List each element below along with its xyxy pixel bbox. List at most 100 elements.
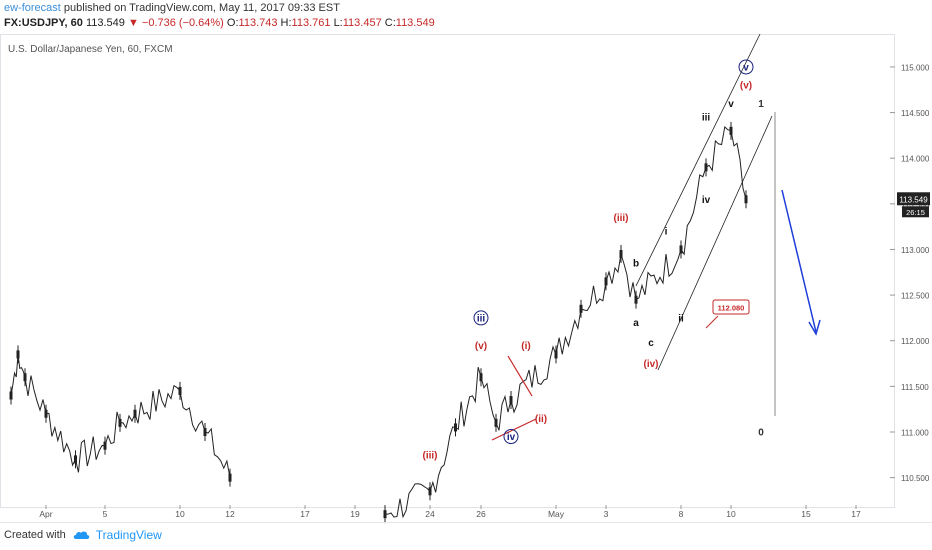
price-series-line xyxy=(384,126,747,519)
candle-body xyxy=(428,487,432,496)
footer: Created with TradingView xyxy=(4,528,162,542)
candle-body xyxy=(383,510,387,519)
change-value: ▼ −0.736 (−0.64%) xyxy=(127,17,224,29)
countdown-tag-label: 26:15 xyxy=(906,208,925,217)
ohlc-line: FX:USDJPY, 60 113.549 ▼ −0.736 (−0.64%) … xyxy=(4,17,435,29)
candle-body xyxy=(509,396,513,405)
price-box-label: 112.080 xyxy=(718,304,745,313)
wave-label: 1 xyxy=(758,99,764,110)
x-tick-label: 19 xyxy=(350,509,360,519)
price-box-pointer xyxy=(705,315,719,329)
tradingview-brand[interactable]: TradingView xyxy=(95,528,162,542)
published-text: published on TradingView.com, May 11, 20… xyxy=(63,2,340,14)
wave-label-circle xyxy=(473,310,489,326)
last-price: 113.549 xyxy=(85,17,125,29)
x-tick-label: 17 xyxy=(851,509,861,519)
triangle-lower-line xyxy=(491,418,537,441)
price-series-line xyxy=(10,354,231,478)
y-tick-label: 110.500 xyxy=(901,474,930,483)
wave-label: iii xyxy=(477,313,486,324)
channel-lower-line xyxy=(657,115,773,371)
wave-label: (iii) xyxy=(423,450,438,461)
x-tick-label: May xyxy=(548,509,565,519)
wave-label-circle xyxy=(503,429,519,445)
low-label: L: xyxy=(333,17,343,29)
y-tick-label: 113.000 xyxy=(901,246,930,255)
y-tick-label: 114.000 xyxy=(901,155,930,164)
y-tick-label: 112.500 xyxy=(901,292,930,301)
countdown-tag xyxy=(902,206,929,218)
wave-label: iii xyxy=(702,113,711,124)
open-label: O: xyxy=(226,17,239,29)
last-price-tag-label: 113.549 xyxy=(899,195,928,204)
high-label: H: xyxy=(280,17,292,29)
candle-body xyxy=(203,427,207,436)
chart-frame[interactable] xyxy=(0,34,895,508)
x-tick-label: 26 xyxy=(476,509,486,519)
wave-label: iv xyxy=(702,195,711,206)
candle-body xyxy=(679,245,683,254)
chart-title: U.S. Dollar/Japanese Yen, 60, FXCM xyxy=(8,44,173,55)
candle-body xyxy=(479,373,483,382)
wave-label: (ii) xyxy=(535,414,547,425)
y-tick-label: 111.500 xyxy=(901,383,929,392)
channel-upper-line xyxy=(635,33,761,287)
candle-body xyxy=(16,350,20,359)
open-value: 113.743 xyxy=(238,17,278,29)
wave-label: (v) xyxy=(475,341,487,352)
candle-body xyxy=(494,418,498,427)
wave-label: i xyxy=(665,227,668,238)
candle-body xyxy=(74,455,77,464)
candle-body xyxy=(634,295,638,304)
x-tick-label: 15 xyxy=(801,509,811,519)
wave-label-circle xyxy=(738,59,754,75)
x-tick-label: 5 xyxy=(103,509,108,519)
wave-label: c xyxy=(648,338,654,349)
tradingview-cloud-icon xyxy=(73,531,90,539)
wave-label: ii xyxy=(678,313,684,324)
x-tick-label: 24 xyxy=(425,509,435,519)
x-tick-label: Apr xyxy=(39,509,52,519)
author-link[interactable]: ew-forecast xyxy=(4,2,61,14)
projection-arrow-line xyxy=(781,189,817,333)
projection-arrow-head xyxy=(808,319,821,336)
footer-divider xyxy=(0,522,932,523)
last-price-tag xyxy=(897,192,930,206)
candle-body xyxy=(228,473,232,482)
wave-label: b xyxy=(633,259,639,270)
wave-label: a xyxy=(633,318,639,329)
x-tick-label: 12 xyxy=(225,509,235,519)
candle-body xyxy=(554,350,558,359)
symbol-label: FX:USDJPY, 60 xyxy=(4,17,83,29)
wave-label: (iv) xyxy=(644,359,659,370)
x-tick-label: 3 xyxy=(604,509,609,519)
y-tick-label: 114.500 xyxy=(901,109,930,118)
candle-body xyxy=(103,441,107,450)
low-value: 113.457 xyxy=(342,17,382,29)
wave-label: iv xyxy=(507,432,516,443)
high-value: 113.761 xyxy=(291,17,331,29)
y-tick-label: 115.000 xyxy=(901,63,930,72)
candle-body xyxy=(9,391,13,400)
wave-label: v xyxy=(743,62,749,73)
candle-body xyxy=(704,163,708,172)
candle-body xyxy=(178,386,182,395)
published-line: ew-forecast published on TradingView.com… xyxy=(4,2,340,14)
x-tick-label: 10 xyxy=(726,509,736,519)
wave-label: (iii) xyxy=(614,213,629,224)
wave-label: (v) xyxy=(740,81,752,92)
wave-label: 0 xyxy=(758,427,764,438)
candle-body xyxy=(44,409,48,418)
x-tick-label: 10 xyxy=(175,509,185,519)
candle-body xyxy=(133,409,137,418)
x-tick-label: 8 xyxy=(679,509,684,519)
candle-body xyxy=(729,126,733,135)
candle-body xyxy=(579,304,583,313)
triangle-upper-line xyxy=(507,355,533,397)
x-tick-label: 17 xyxy=(300,509,310,519)
candle-body xyxy=(604,277,608,286)
y-tick-label: 112.000 xyxy=(901,337,930,346)
candle-body xyxy=(744,195,748,204)
y-tick-label: 111.000 xyxy=(901,428,929,437)
